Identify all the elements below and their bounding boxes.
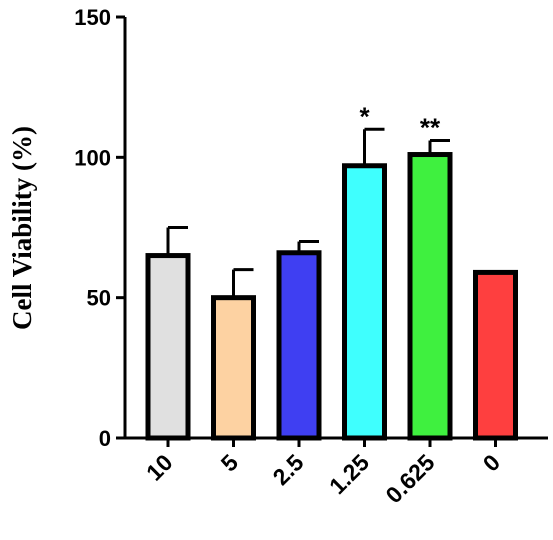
- x-tick-label-0: 10: [141, 449, 177, 485]
- y-tick-label-0: 0: [99, 426, 111, 451]
- x-tick-label-5: 0: [478, 449, 505, 476]
- significance-marker-3: *: [359, 101, 370, 131]
- y-tick-label-3: 150: [74, 5, 111, 30]
- significance-marker-4: **: [420, 112, 441, 142]
- x-tick-label-2: 2.5: [268, 449, 309, 490]
- x-tick-label-3: 1.25: [324, 449, 374, 499]
- bar-2.5: [276, 250, 322, 441]
- x-tick-label-4: 0.625: [380, 449, 439, 508]
- y-axis-label: Cell Viability (%): [7, 126, 37, 330]
- y-tick-label-1: 50: [87, 286, 111, 311]
- bar-0.625: [407, 152, 453, 441]
- y-tick-label-2: 100: [74, 145, 111, 170]
- bar-0: [473, 269, 518, 441]
- bar-1.25: [342, 163, 387, 441]
- bar-10: [145, 253, 191, 441]
- x-tick-label-1: 5: [216, 449, 244, 477]
- bar-5: [211, 295, 256, 441]
